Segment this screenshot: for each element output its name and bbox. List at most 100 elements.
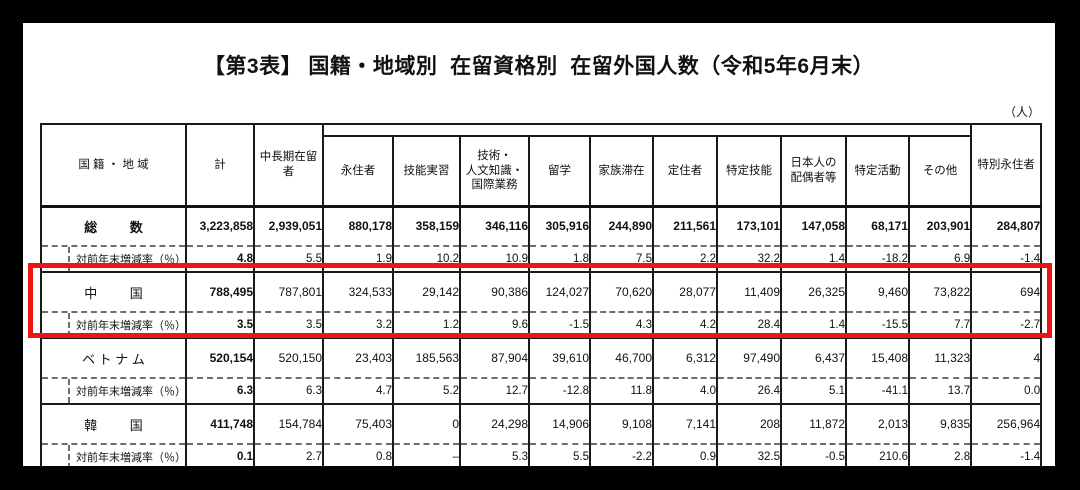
value-cell: 87,904	[459, 337, 530, 378]
value-cell: 11,872	[780, 403, 847, 444]
col-header-4: 技能実習	[392, 135, 461, 208]
rate-value-cell: 4.3	[589, 311, 654, 338]
value-cell: 411,748	[185, 403, 255, 444]
value-cell: 147,058	[780, 205, 847, 246]
value-cell: 2,013	[845, 403, 910, 444]
value-cell: 3,223,858	[185, 205, 255, 246]
value-cell: 694	[970, 271, 1043, 312]
value-cell: 9,108	[589, 403, 654, 444]
value-cell: 185,563	[392, 337, 461, 378]
value-cell: 23,403	[322, 337, 394, 378]
rate-value-cell: 6.9	[907, 245, 973, 272]
rate-value-cell: 26.4	[716, 377, 782, 404]
value-cell: 46,700	[589, 337, 654, 378]
rate-value-cell: -2.7	[970, 311, 1043, 338]
value-cell: 29,142	[392, 271, 461, 312]
value-cell: 880,178	[322, 205, 394, 246]
rate-label: 対前年末増減率（％）	[68, 379, 186, 403]
value-cell: 15,408	[845, 337, 910, 378]
value-cell: 244,890	[589, 205, 654, 246]
value-cell: 154,784	[253, 403, 324, 444]
value-cell: 97,490	[716, 337, 782, 378]
country-name-cell: 中 国	[40, 271, 187, 312]
rate-value-cell: 0.1	[185, 443, 255, 466]
rate-value-cell: 12.7	[459, 377, 530, 404]
value-cell: 520,154	[185, 337, 255, 378]
page-title: 【第3表】 国籍・地域別 在留資格別 在留外国人数（令和5年6月末）	[203, 55, 875, 78]
col-header-12: その他	[907, 135, 973, 208]
document-page: 【第3表】 国籍・地域別 在留資格別 在留外国人数（令和5年6月末） （人） 国…	[23, 23, 1055, 466]
col-header-total: 計	[185, 123, 255, 208]
value-cell: 11,409	[716, 271, 782, 312]
value-cell: 11,323	[907, 337, 973, 378]
col-header-11: 特定活動	[845, 135, 910, 208]
rate-value-cell: 5.1	[780, 377, 847, 404]
residents-table: 国 籍 ・ 地 域計中長期在留者 特別永住者 永住者 技能実習 技術・ 人文知識・ 国際…	[40, 123, 1043, 466]
table-row-country: ベ ト ナ ム 520,154 520,150 23,403 185,563 87,904…	[40, 337, 1043, 378]
rate-value-cell: -1.4	[970, 443, 1043, 466]
rate-row: 対前年末増減率（％） 6.3 6.3 4.7 5.2 12.7 -12.8 11.8 4.0 26…	[40, 377, 1043, 404]
rate-label-cell: 対前年末増減率（％）	[40, 377, 187, 404]
rate-value-cell: 11.8	[589, 377, 654, 404]
rate-value-cell: 9.6	[459, 311, 530, 338]
value-cell: 6,437	[780, 337, 847, 378]
rate-label-cell: 対前年末増減率（％）	[40, 443, 187, 466]
rate-value-cell: 3.2	[322, 311, 394, 338]
value-cell: 324,533	[322, 271, 394, 312]
value-cell: 520,150	[253, 337, 324, 378]
value-cell: 70,620	[589, 271, 654, 312]
rate-value-cell: 10.2	[392, 245, 461, 272]
rate-value-cell: 6.3	[253, 377, 324, 404]
table-row-total: 総 数 3,223,858 2,939,051 880,178 358,159 346,1…	[40, 205, 1043, 246]
value-cell: 305,916	[528, 205, 591, 246]
value-cell: 2,939,051	[253, 205, 324, 246]
rate-value-cell: 32.2	[716, 245, 782, 272]
value-cell: 788,495	[185, 271, 255, 312]
value-cell: 39,610	[528, 337, 591, 378]
value-cell: 73,822	[907, 271, 973, 312]
rate-value-cell: -1.4	[970, 245, 1043, 272]
value-cell: 68,171	[845, 205, 910, 246]
unit-label: （人）	[1003, 105, 1040, 119]
rate-value-cell: 2.8	[907, 443, 973, 466]
col-header-10: 日本人の 配偶者等	[780, 135, 847, 208]
value-cell: 124,027	[528, 271, 591, 312]
rate-value-cell: 32.5	[716, 443, 782, 466]
table-body: 総 数 3,223,858 2,939,051 880,178 358,159 346,1…	[40, 205, 1043, 466]
value-cell: 203,901	[907, 205, 973, 246]
rate-value-cell: 6.3	[185, 377, 255, 404]
rate-value-cell: -2.2	[589, 443, 654, 466]
country-name-cell: 韓 国	[40, 403, 187, 444]
value-cell: 173,101	[716, 205, 782, 246]
col-header-5: 技術・ 人文知識・ 国際業務	[459, 135, 530, 208]
rate-value-cell: 10.9	[459, 245, 530, 272]
rate-label-cell: 対前年末増減率（％）	[40, 245, 187, 272]
rate-value-cell: 5.3	[459, 443, 530, 466]
value-cell: 0	[392, 403, 461, 444]
value-cell: 90,386	[459, 271, 530, 312]
rate-value-cell: 2.7	[253, 443, 324, 466]
table-row-country: 韓 国 411,748 154,784 75,403 0 24,298 14,906 9,10…	[40, 403, 1043, 444]
value-cell: 9,460	[845, 271, 910, 312]
rate-value-cell: 2.2	[652, 245, 718, 272]
rate-value-cell: 0.8	[322, 443, 394, 466]
col-header-9: 特定技能	[716, 135, 782, 208]
value-cell: 26,325	[780, 271, 847, 312]
col-header-midlong-term: 中長期在留者	[253, 123, 324, 208]
rate-row: 対前年末増減率（％） 4.8 5.5 1.9 10.2 10.9 1.8 7.5 2.2 32.2…	[40, 245, 1043, 272]
rate-value-cell: 1.4	[780, 311, 847, 338]
rate-value-cell: –	[392, 443, 461, 466]
col-header-6: 留学	[528, 135, 591, 208]
rate-value-cell: -15.5	[845, 311, 910, 338]
rate-value-cell: 4.7	[322, 377, 394, 404]
value-cell: 787,801	[253, 271, 324, 312]
value-cell: 24,298	[459, 403, 530, 444]
rate-label: 対前年末増減率（％）	[68, 445, 186, 466]
value-cell: 346,116	[459, 205, 530, 246]
rate-value-cell: -18.2	[845, 245, 910, 272]
value-cell: 28,077	[652, 271, 718, 312]
value-cell: 256,964	[970, 403, 1043, 444]
rate-value-cell: 0.9	[652, 443, 718, 466]
value-cell: 7,141	[652, 403, 718, 444]
rate-value-cell: 4.8	[185, 245, 255, 272]
